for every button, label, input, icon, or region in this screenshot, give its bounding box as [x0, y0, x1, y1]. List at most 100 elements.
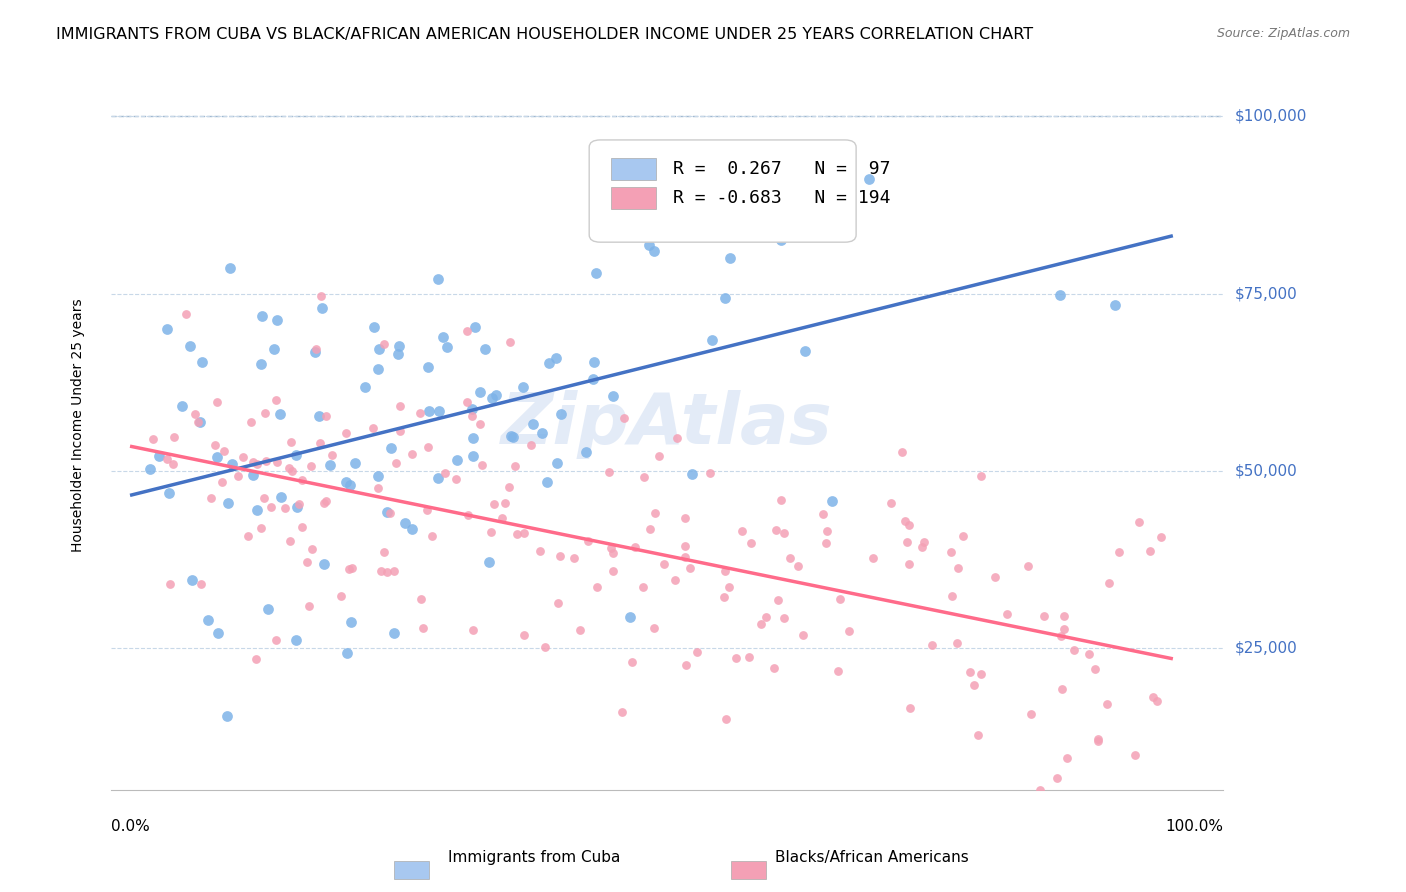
Point — [301, 541, 323, 556]
Point — [644, 507, 666, 521]
Text: 0.0%: 0.0% — [111, 819, 149, 834]
Point — [184, 407, 207, 421]
Point — [156, 322, 179, 336]
Point — [411, 591, 433, 606]
Point — [226, 469, 249, 483]
Point — [1053, 622, 1076, 636]
Point — [485, 388, 508, 402]
Point — [370, 564, 392, 578]
Text: R =  0.267   N =  97: R = 0.267 N = 97 — [672, 161, 890, 178]
Point — [494, 496, 516, 510]
Point — [773, 611, 796, 625]
Point — [811, 508, 834, 522]
Point — [1049, 288, 1071, 302]
Point — [537, 356, 560, 370]
Point — [339, 477, 361, 491]
Point — [162, 457, 184, 471]
Point — [321, 448, 343, 462]
Point — [673, 539, 696, 553]
Point — [217, 496, 239, 510]
Point — [862, 550, 884, 565]
Point — [253, 406, 276, 420]
Point — [522, 417, 544, 431]
Point — [373, 336, 395, 351]
Point — [408, 406, 430, 420]
Point — [770, 233, 793, 247]
Point — [142, 432, 165, 446]
Point — [309, 289, 332, 303]
Point — [506, 526, 529, 541]
Point — [530, 425, 553, 440]
Point — [644, 244, 666, 258]
Point — [891, 445, 914, 459]
Point — [418, 360, 440, 375]
Point — [1029, 783, 1052, 797]
Point — [765, 523, 787, 537]
Point — [683, 157, 706, 171]
Point — [624, 540, 647, 554]
Point — [984, 570, 1007, 584]
Point — [1142, 690, 1164, 704]
Point — [1021, 706, 1043, 721]
Point — [673, 510, 696, 524]
Point — [181, 573, 204, 587]
Point — [250, 357, 273, 371]
Point — [412, 622, 434, 636]
Point — [344, 456, 367, 470]
Point — [354, 380, 377, 394]
Point — [260, 500, 283, 515]
Point — [952, 529, 974, 543]
Point — [278, 461, 301, 475]
Point — [291, 520, 314, 534]
Point — [157, 486, 180, 500]
Point — [190, 577, 212, 591]
Point — [921, 638, 943, 652]
Point — [1077, 647, 1099, 661]
Point — [582, 355, 605, 369]
Point — [502, 430, 524, 444]
Point — [652, 557, 675, 571]
Point — [484, 497, 506, 511]
Point — [245, 652, 267, 666]
Point — [319, 458, 342, 473]
Point — [1084, 662, 1107, 676]
Point — [536, 475, 558, 489]
Point — [718, 251, 741, 265]
Point — [1098, 576, 1121, 591]
Point — [432, 329, 454, 343]
Point — [155, 451, 177, 466]
Point — [215, 708, 238, 723]
Point — [287, 497, 309, 511]
Point — [427, 471, 450, 485]
Point — [481, 392, 503, 406]
Point — [250, 309, 273, 323]
Point — [648, 449, 671, 463]
Point — [299, 459, 322, 474]
Point — [970, 666, 993, 681]
Point — [280, 435, 302, 450]
Point — [665, 431, 688, 445]
Point — [382, 564, 405, 578]
Point — [305, 342, 328, 356]
Point — [474, 342, 496, 356]
Point — [751, 616, 773, 631]
Point — [479, 525, 502, 540]
Point — [512, 628, 534, 642]
Point — [250, 521, 273, 535]
Point — [388, 338, 411, 352]
Point — [499, 428, 522, 442]
Point — [266, 392, 288, 407]
Point — [315, 409, 337, 423]
Point — [512, 379, 534, 393]
FancyBboxPatch shape — [612, 158, 657, 180]
Point — [240, 415, 263, 429]
Point — [786, 559, 808, 574]
Point — [546, 456, 568, 470]
Point — [700, 333, 723, 347]
Point — [170, 400, 193, 414]
Point — [714, 712, 737, 726]
Point — [959, 665, 981, 679]
Text: $100,000: $100,000 — [1234, 109, 1306, 124]
Point — [664, 573, 686, 587]
Point — [673, 549, 696, 564]
